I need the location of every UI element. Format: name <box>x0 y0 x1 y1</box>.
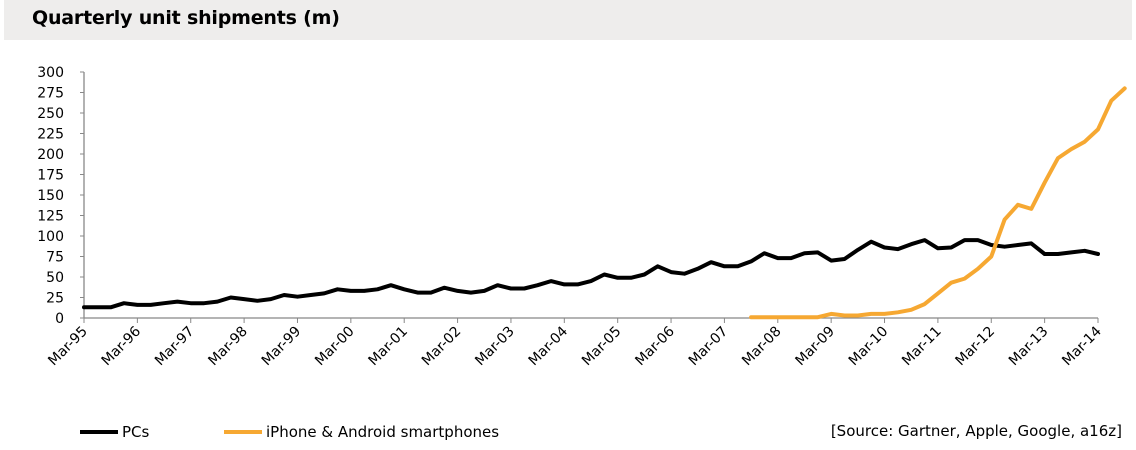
x-tick-label: Mar-09 <box>792 324 838 370</box>
title-bar: Quarterly unit shipments (m) <box>4 0 1132 40</box>
x-tick-label: Mar-04 <box>526 323 572 369</box>
x-tick-label: Mar-95 <box>45 324 91 370</box>
y-tick-label: 75 <box>46 250 64 266</box>
x-tick-label: Mar-05 <box>579 324 625 370</box>
y-tick-label: 250 <box>37 106 64 122</box>
x-tick-label: Mar-00 <box>312 324 358 370</box>
series-line-pcs <box>82 238 1100 310</box>
x-tick-label: Mar-10 <box>846 324 892 370</box>
x-tick-label: Mar-97 <box>152 324 198 370</box>
legend-label-pcs: PCs <box>122 423 150 441</box>
source-note: [Source: Gartner, Apple, Google, a16z] <box>830 422 1122 440</box>
chart-plot: 0 25 50 75 100 125 150 175 200 225 250 275 300 Mar-95… <box>37 65 1127 370</box>
y-tick-label: 50 <box>46 270 64 286</box>
legend-swatch-smartphones <box>224 430 262 434</box>
chart-title: Quarterly unit shipments (m) <box>32 7 340 29</box>
x-tick-label: Mar-99 <box>259 324 305 370</box>
y-tick-label: 175 <box>37 168 64 184</box>
legend-label-smartphones: iPhone & Android smartphones <box>266 423 500 441</box>
legend-item-smartphones: iPhone & Android smartphones <box>224 422 499 442</box>
y-tick-label: 125 <box>37 209 64 225</box>
y-tick-label: 100 <box>37 229 64 245</box>
x-tick-label: Mar-96 <box>99 323 145 369</box>
series-line-smartphones <box>749 86 1127 320</box>
y-tick-label: 225 <box>37 127 64 143</box>
x-tick-label: Mar-98 <box>205 324 251 370</box>
x-tick-label: Mar-02 <box>419 324 465 370</box>
x-tick-label: Mar-06 <box>632 323 678 369</box>
x-tick-label: Mar-01 <box>366 324 412 370</box>
x-tick-label: Mar-13 <box>1006 324 1052 370</box>
y-tick-label: 150 <box>37 188 64 204</box>
y-tick-label: 200 <box>37 147 64 163</box>
legend-item-pcs: PCs <box>80 422 149 442</box>
x-tick-label: Mar-14 <box>1059 323 1105 369</box>
x-tick-label: Mar-03 <box>472 324 518 370</box>
x-tick-label: Mar-07 <box>686 324 732 370</box>
y-tick-label: 275 <box>37 86 64 102</box>
x-tick-label: Mar-11 <box>899 324 945 370</box>
y-tick-label: 25 <box>46 291 64 307</box>
x-tick-label: Mar-12 <box>953 324 999 370</box>
x-tick-label: Mar-08 <box>739 324 785 370</box>
y-tick-label: 0 <box>55 311 64 327</box>
y-tick-label: 300 <box>37 65 64 81</box>
legend-swatch-pcs <box>80 430 118 434</box>
